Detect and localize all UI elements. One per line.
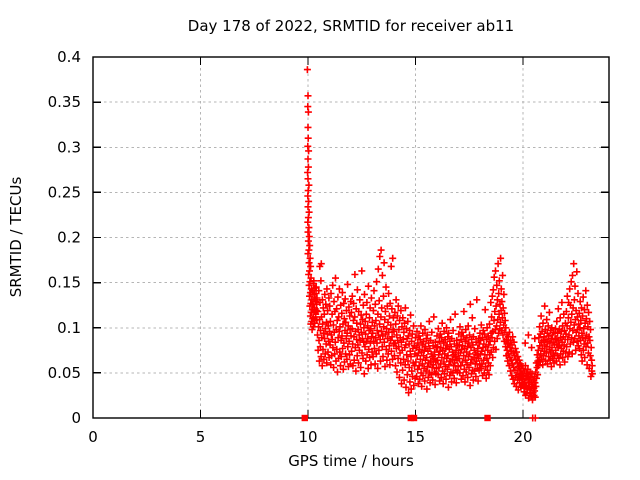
x-tick-label: 5 xyxy=(196,428,206,446)
y-tick-label: 0.4 xyxy=(57,48,81,66)
zero-square-marker xyxy=(407,414,414,422)
y-tick-label: 0.05 xyxy=(48,364,81,382)
x-axis-label: GPS time / hours xyxy=(288,452,414,470)
scatter-points xyxy=(301,66,596,422)
y-axis-label: SRMTID / TECUs xyxy=(7,177,25,298)
y-tick-label: 0 xyxy=(71,409,81,427)
y-tick-label: 0.25 xyxy=(48,183,81,201)
zero-square-marker xyxy=(301,414,308,422)
y-tick-label: 0.2 xyxy=(57,229,81,247)
y-tick-label: 0.3 xyxy=(57,138,81,156)
plus-markers xyxy=(303,66,596,422)
zero-square-marker xyxy=(410,414,418,422)
x-tick-label: 10 xyxy=(298,428,317,446)
axis-tick-labels: 0 5 10 15 20 0 0.05 0.1 0.15 0.2 0.25 0.3 0.35 0.4 xyxy=(48,48,533,446)
y-tick-label: 0.15 xyxy=(48,274,81,292)
zero-square-marker xyxy=(484,414,491,422)
x-tick-label: 20 xyxy=(513,428,532,446)
x-tick-label: 0 xyxy=(88,428,98,446)
x-tick-label: 15 xyxy=(406,428,425,446)
plot-border xyxy=(92,56,610,419)
chart-title: Day 178 of 2022, SRMTID for receiver ab1… xyxy=(188,17,514,35)
y-tick-label: 0.1 xyxy=(57,319,81,337)
y-tick-label: 0.35 xyxy=(48,93,81,111)
